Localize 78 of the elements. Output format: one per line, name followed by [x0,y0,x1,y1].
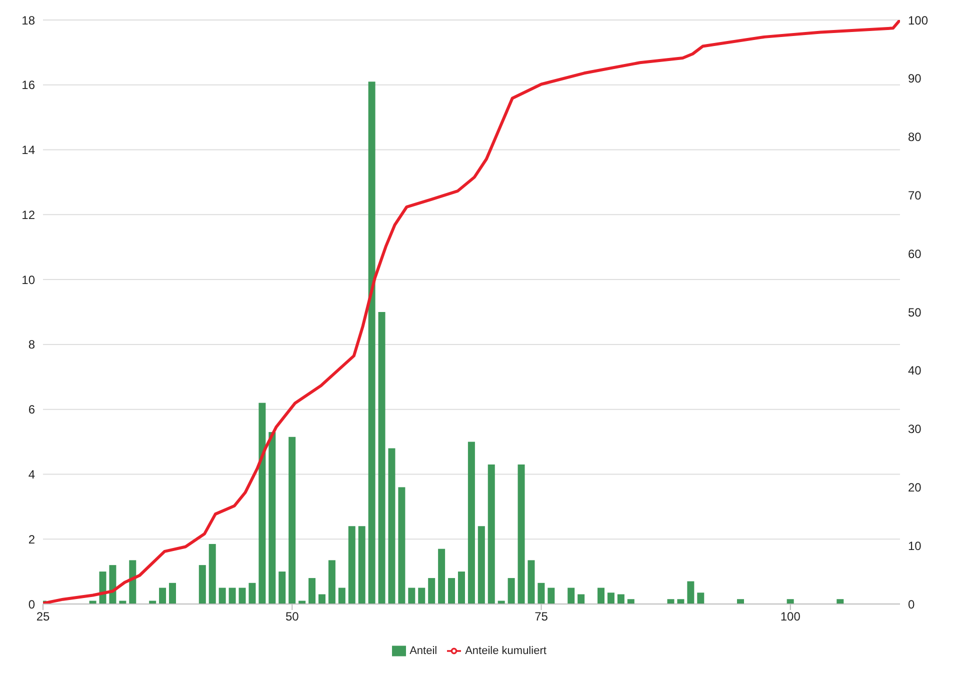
bar [458,572,465,604]
bar [468,442,475,604]
legend-label: Anteile kumuliert [465,644,546,657]
bar [548,588,555,604]
y2-tick-label: 100 [908,13,928,28]
bar [677,599,684,604]
y2-tick-label: 10 [908,538,922,553]
y-tick-label: 2 [28,532,36,546]
bar [418,588,426,604]
legend-label: Anteil [410,644,438,657]
bar [687,581,694,604]
bar [378,312,386,604]
bar [627,599,634,604]
bar [318,594,326,604]
bar [198,565,206,604]
bar [667,599,674,604]
bar [478,526,485,604]
bar [109,565,116,604]
y2-tick-label: 60 [908,246,922,261]
x-tick-label: 25 [36,610,50,624]
bar [578,594,585,604]
bar [597,588,604,604]
y-tick-label: 14 [22,143,36,158]
y2-tick-label: 70 [908,188,922,202]
bar [488,464,495,604]
bar [428,578,436,604]
bar [737,599,744,604]
y2-tick-label: 20 [908,480,922,494]
bar [538,582,545,604]
bar [408,588,416,604]
y-tick-label: 6 [28,402,36,417]
bar [208,544,216,604]
x-tick-label: 50 [285,610,300,624]
y-tick-label: 18 [22,13,36,28]
bar [218,588,226,604]
y2-tick-label: 80 [908,130,922,144]
x-tick-label: 75 [534,610,548,624]
bar [288,436,296,604]
bar [258,402,266,604]
bar [388,448,396,604]
y-tick-label: 12 [22,208,36,222]
y2-tick-label: 50 [908,305,922,320]
bar [308,578,316,604]
bar [238,588,246,604]
y2-tick-label: 90 [908,72,922,86]
bar [607,592,614,604]
bar [168,582,176,604]
bar [228,588,236,604]
bar [358,526,366,604]
bar [518,464,525,604]
bar [398,487,406,604]
bar [348,526,356,604]
bar [268,432,276,604]
bar [368,82,376,604]
y2-tick-label: 40 [908,364,922,378]
bar [448,578,456,604]
bar [836,599,844,604]
y-tick-label: 16 [22,78,36,92]
y-tick-label: 4 [28,467,36,482]
bar [159,588,166,604]
y-tick-label: 10 [22,272,36,287]
y-tick-label: 8 [28,338,36,352]
bar [528,560,535,604]
bar [617,594,624,604]
bar [438,548,446,604]
y-tick-label: 0 [28,597,36,612]
bar [786,599,794,604]
bar [328,560,336,604]
bar [508,578,515,604]
bar [568,588,575,604]
bar [248,582,256,604]
y2-tick-label: 0 [908,597,915,612]
x-tick-label: 100 [780,610,801,624]
y2-tick-label: 30 [908,422,922,436]
bar [338,588,346,604]
bar [129,560,136,604]
bar [278,572,286,604]
bar [697,592,704,604]
